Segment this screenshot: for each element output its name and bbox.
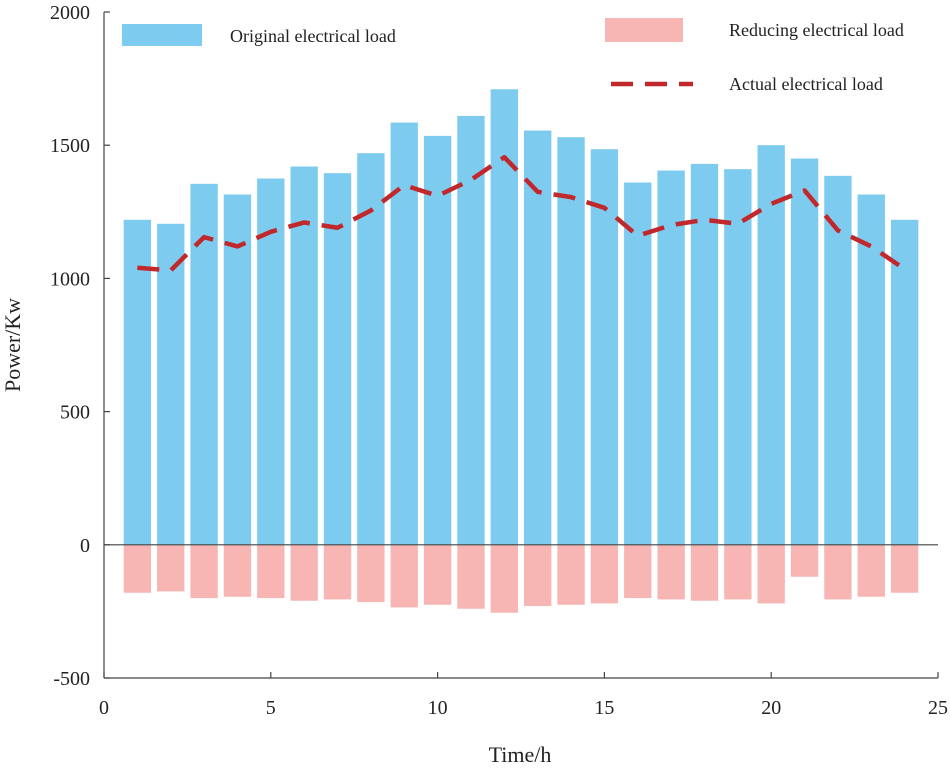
original-load-bar <box>457 115 485 545</box>
reducing-load-bar <box>390 544 418 608</box>
legend-swatch-reducing <box>605 18 683 42</box>
original-load-bar <box>724 169 752 545</box>
reducing-load-bar <box>824 544 852 600</box>
reducing-load-bar <box>423 544 452 605</box>
reducing-load-bar <box>323 544 352 600</box>
x-tick-label: 10 <box>428 697 448 719</box>
original-load-bar <box>423 135 452 545</box>
y-axis-label: Power/Kw <box>0 298 25 392</box>
reducing-load-bar <box>557 544 585 605</box>
original-load-bar <box>157 223 185 545</box>
reducing-load-bar <box>590 544 619 604</box>
original-load-bar <box>290 166 318 545</box>
x-tick-label: 0 <box>99 697 109 719</box>
reducing-load-bar <box>757 544 785 604</box>
reducing-load-bar <box>790 544 819 577</box>
original-load-bar <box>857 194 885 545</box>
original-load-bar <box>657 170 685 545</box>
y-tick-label: 1500 <box>50 135 90 157</box>
y-tick-label: 1000 <box>50 268 90 290</box>
x-tick-label: 15 <box>594 697 614 719</box>
reducing-load-bar <box>857 544 885 597</box>
reducing-load-bar <box>290 544 318 601</box>
y-tick-label: 500 <box>60 402 90 424</box>
reducing-load-bar <box>624 544 652 599</box>
legend-label-reducing: Reducing electrical load <box>729 20 904 40</box>
reducing-load-bar <box>223 544 252 597</box>
legend-swatch-original <box>122 24 202 46</box>
original-load-bar <box>890 219 919 545</box>
original-load-bar <box>557 137 585 545</box>
reducing-load-bar <box>657 544 685 600</box>
original-load-bar <box>123 219 152 545</box>
original-load-bar <box>690 163 719 545</box>
original-load-bar <box>590 149 619 545</box>
reducing-load-bar <box>690 544 719 601</box>
bars-layer <box>123 89 919 613</box>
original-load-bar <box>624 182 652 545</box>
reducing-load-bar <box>157 544 185 592</box>
original-load-bar <box>824 175 852 545</box>
x-tick-label: 25 <box>928 697 948 719</box>
reducing-load-bar <box>457 544 485 609</box>
original-load-bar <box>357 153 385 545</box>
y-tick-label: 0 <box>80 535 90 557</box>
legend: Original electrical load Reducing electri… <box>122 18 904 94</box>
legend-label-actual: Actual electrical load <box>729 74 883 94</box>
x-axis-label: Time/h <box>489 742 552 767</box>
reducing-load-bar <box>257 544 285 599</box>
reducing-load-bar <box>190 544 218 599</box>
y-tick-label: 2000 <box>50 2 90 24</box>
x-tick-label: 20 <box>761 697 781 719</box>
ticks-layer: -500 0 500 1000 1500 2000 0 5 10 15 20 25 <box>50 2 948 719</box>
reducing-load-bar <box>890 544 919 593</box>
x-tick-label: 5 <box>266 697 276 719</box>
original-load-bar <box>323 173 352 545</box>
original-load-bar <box>524 130 552 545</box>
actual-load-line <box>137 154 906 273</box>
reducing-load-bar <box>490 544 518 613</box>
original-load-bar <box>790 158 819 545</box>
original-load-bar <box>257 178 285 545</box>
legend-label-original: Original electrical load <box>230 26 396 46</box>
reducing-load-bar <box>724 544 752 600</box>
reducing-load-bar <box>123 544 152 593</box>
y-tick-label: -500 <box>53 668 90 690</box>
original-load-bar <box>223 194 252 545</box>
reducing-load-bar <box>357 544 385 603</box>
line-layer <box>137 154 906 273</box>
reducing-load-bar <box>524 544 552 607</box>
axes-layer <box>103 12 938 679</box>
original-load-bar <box>757 145 785 545</box>
